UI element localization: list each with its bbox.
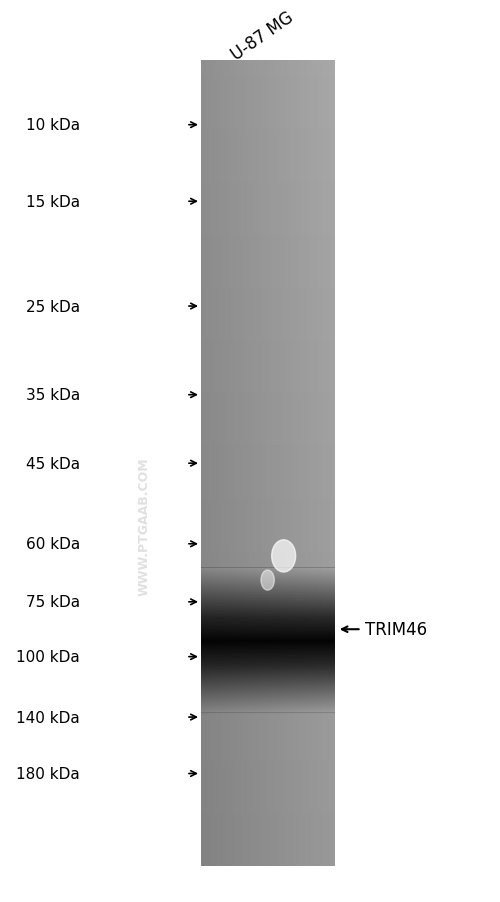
Text: WWW.PTGAAB.COM: WWW.PTGAAB.COM — [138, 457, 150, 595]
Text: 180 kDa: 180 kDa — [16, 766, 80, 781]
Text: TRIM46: TRIM46 — [365, 621, 427, 639]
Text: 60 kDa: 60 kDa — [26, 537, 80, 552]
Text: 100 kDa: 100 kDa — [16, 649, 80, 665]
Text: 140 kDa: 140 kDa — [16, 710, 80, 725]
Text: 35 kDa: 35 kDa — [26, 388, 80, 402]
Text: 10 kDa: 10 kDa — [26, 118, 80, 133]
Text: 15 kDa: 15 kDa — [26, 195, 80, 209]
Text: 75 kDa: 75 kDa — [26, 594, 80, 610]
Text: 25 kDa: 25 kDa — [26, 299, 80, 314]
Text: 45 kDa: 45 kDa — [26, 456, 80, 471]
Text: U-87 MG: U-87 MG — [228, 8, 297, 64]
